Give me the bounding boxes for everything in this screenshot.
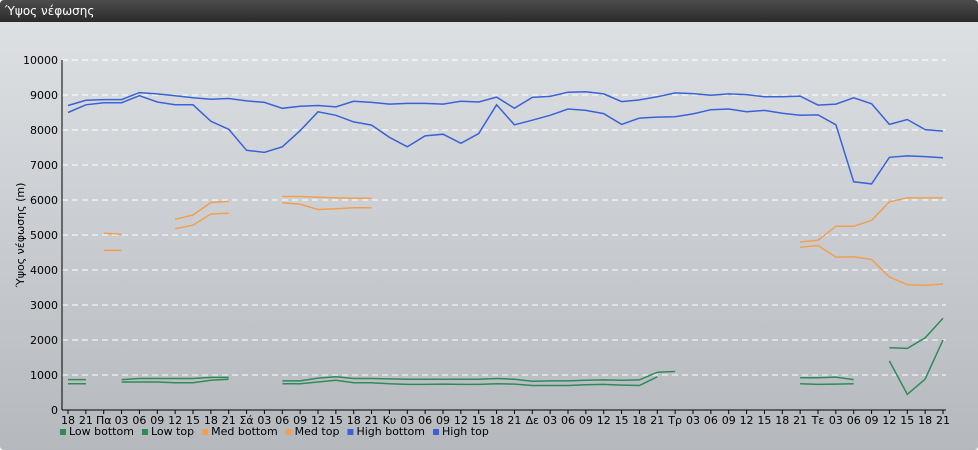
x-tick-label: 18 bbox=[775, 414, 789, 427]
y-tick-label: 2000 bbox=[30, 334, 58, 347]
x-tick-label: 09 bbox=[293, 414, 307, 427]
series-line-low-top bbox=[889, 317, 944, 350]
legend-label: High top bbox=[442, 425, 489, 438]
x-tick-label: 03 bbox=[543, 414, 557, 427]
legend-swatch bbox=[433, 429, 439, 435]
x-tick-label: 18 bbox=[490, 414, 504, 427]
legend-swatch bbox=[347, 429, 354, 435]
x-tick-label: 21 bbox=[507, 414, 521, 427]
y-tick-label: 10000 bbox=[23, 54, 58, 67]
series-line-med-top bbox=[103, 232, 122, 236]
x-tick-label: 12 bbox=[168, 414, 182, 427]
legend-swatch bbox=[202, 429, 209, 435]
series-line-high-top bbox=[67, 91, 944, 132]
series-line-high-bottom bbox=[67, 94, 944, 185]
series-lines bbox=[67, 91, 944, 396]
x-tick-label: 06 bbox=[847, 414, 861, 427]
x-tick-label: 06 bbox=[561, 414, 575, 427]
legend-swatch bbox=[60, 429, 66, 435]
x-tick-label: 21 bbox=[793, 414, 807, 427]
x-tick-label: Σά bbox=[239, 414, 253, 427]
series-line-med-bottom bbox=[282, 202, 372, 211]
series-line-med-bottom bbox=[174, 212, 229, 230]
y-tick-label: 9000 bbox=[30, 89, 58, 102]
x-tick-label: 09 bbox=[865, 414, 879, 427]
x-tick-label: 21 bbox=[936, 414, 950, 427]
series-line-low-top bbox=[282, 370, 676, 383]
x-tick-label: Τρ bbox=[667, 414, 682, 427]
y-tick-label: 8000 bbox=[30, 124, 58, 137]
series-line-low-bottom bbox=[282, 376, 658, 387]
series-line-med-top bbox=[282, 195, 372, 200]
y-tick-label: 6000 bbox=[30, 194, 58, 207]
x-tick-label: 06 bbox=[132, 414, 146, 427]
x-tick-label: 15 bbox=[329, 414, 343, 427]
y-tick-label: 7000 bbox=[30, 159, 58, 172]
grid-lines bbox=[62, 59, 946, 376]
x-tick-label: Κυ bbox=[383, 414, 397, 427]
y-axis-label: Ύψος νέφωσης (m) bbox=[14, 183, 27, 289]
legend-label: Med bottom bbox=[211, 425, 278, 438]
x-tick-label: 15 bbox=[757, 414, 771, 427]
series-line-low-bottom bbox=[800, 383, 854, 386]
x-tick-label: 06 bbox=[275, 414, 289, 427]
series-line-low-bottom bbox=[888, 339, 944, 396]
series-line-med-bottom bbox=[800, 244, 944, 287]
x-tick-label: 09 bbox=[579, 414, 593, 427]
series-line-med-top bbox=[174, 200, 229, 221]
x-tick-label: 12 bbox=[597, 414, 611, 427]
y-tick-label: 0 bbox=[51, 404, 58, 417]
legend-label: Low bottom bbox=[69, 425, 134, 438]
y-tick-label: 3000 bbox=[30, 299, 58, 312]
x-tick-label: 06 bbox=[704, 414, 718, 427]
y-tick-label: 4000 bbox=[30, 264, 58, 277]
x-tick-label: 09 bbox=[722, 414, 736, 427]
y-tick-label: 5000 bbox=[30, 229, 58, 242]
x-tick-label: 21 bbox=[79, 414, 93, 427]
x-tick-label: 18 bbox=[61, 414, 75, 427]
series-line-low-top bbox=[121, 376, 229, 381]
x-tick-label: 03 bbox=[686, 414, 700, 427]
x-tick-label: 06 bbox=[418, 414, 432, 427]
x-tick-label: 09 bbox=[436, 414, 450, 427]
x-tick-label: 12 bbox=[311, 414, 325, 427]
axes: 0 1000 2000 3000 4000 5000 6000 7000 8000 9000 100… bbox=[14, 54, 950, 427]
series-line-med-top bbox=[800, 197, 943, 243]
x-tick-label: 18 bbox=[632, 414, 646, 427]
window-title: Ύψος νέφωσης bbox=[0, 0, 978, 22]
legend-label: High bottom bbox=[356, 425, 425, 438]
x-tick-label: Δε bbox=[526, 414, 540, 427]
legend-swatch bbox=[141, 429, 148, 435]
x-tick-label: 15 bbox=[615, 414, 629, 427]
legend-swatch bbox=[285, 429, 292, 435]
legend-label: Med top bbox=[295, 425, 340, 438]
x-tick-label: 15 bbox=[900, 414, 914, 427]
y-tick-label: 1000 bbox=[30, 369, 58, 382]
x-tick-label: 18 bbox=[918, 414, 932, 427]
x-tick-label: 21 bbox=[365, 414, 379, 427]
x-tick-label: 18 bbox=[204, 414, 218, 427]
x-tick-label: 12 bbox=[882, 414, 896, 427]
x-tick-label: 03 bbox=[115, 414, 129, 427]
x-tick-label: 15 bbox=[186, 414, 200, 427]
legend: Low bottom Low top Med bottom Med top High b… bbox=[60, 425, 489, 438]
x-tick-label: 21 bbox=[650, 414, 664, 427]
x-tick-label: 03 bbox=[400, 414, 414, 427]
series-line-low-top bbox=[800, 376, 854, 381]
x-tick-label: 18 bbox=[347, 414, 361, 427]
x-tick-label: 12 bbox=[740, 414, 754, 427]
x-tick-label: 21 bbox=[222, 414, 236, 427]
x-tick-label: Πα bbox=[96, 414, 112, 427]
x-tick-label: 03 bbox=[829, 414, 843, 427]
legend-label: Low top bbox=[151, 425, 194, 438]
x-tick-label: Τε bbox=[811, 414, 825, 427]
series-line-low-bottom bbox=[121, 378, 229, 384]
x-tick-label: 15 bbox=[472, 414, 486, 427]
x-tick-label: 03 bbox=[257, 414, 271, 427]
x-tick-label: 12 bbox=[454, 414, 468, 427]
x-tick-label: 09 bbox=[150, 414, 164, 427]
